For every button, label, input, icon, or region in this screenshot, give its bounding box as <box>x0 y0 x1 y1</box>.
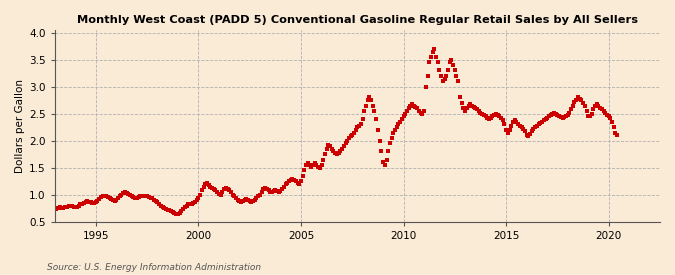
Text: Source: U.S. Energy Information Administration: Source: U.S. Energy Information Administ… <box>47 263 261 272</box>
Y-axis label: Dollars per Gallon: Dollars per Gallon <box>15 79 25 173</box>
Title: Monthly West Coast (PADD 5) Conventional Gasoline Regular Retail Sales by All Se: Monthly West Coast (PADD 5) Conventional… <box>77 15 638 25</box>
